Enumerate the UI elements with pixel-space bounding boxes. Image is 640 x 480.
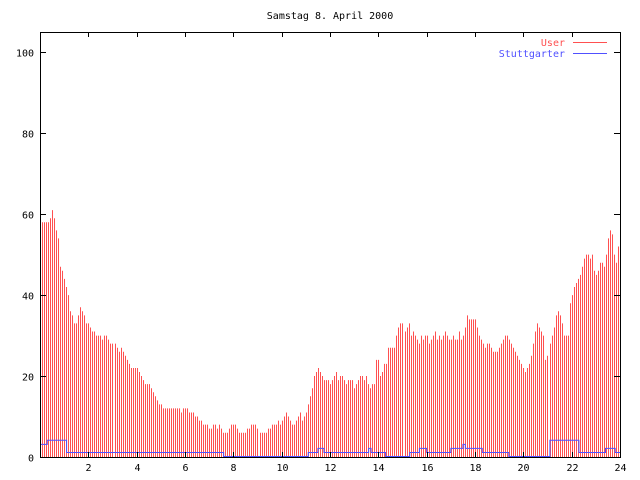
y-tick-label: 0 [28,454,34,465]
x-tick-label: 6 [182,463,188,474]
x-tick-label: 22 [566,463,578,474]
x-tick-label: 12 [324,463,336,474]
x-tick-label: 24 [614,463,626,474]
x-tick-label: 10 [276,463,288,474]
x-tick-label: 18 [469,463,481,474]
stuttgarter-series-line [40,439,620,457]
legend-label-user: User [541,38,565,49]
x-tick-label: 4 [134,463,140,474]
y-tick-label: 40 [22,292,34,303]
x-tick-label: 16 [421,463,433,474]
legend: User Stuttgarter [499,38,607,60]
x-tick-label: 2 [85,463,91,474]
user-series [40,210,621,457]
y-tick-label: 80 [22,130,34,141]
chart-title: Samstag 8. April 2000 [267,11,393,22]
x-tick-label: 14 [372,463,384,474]
y-tick-label: 100 [16,49,34,60]
x-tick-label: 8 [230,463,236,474]
y-tick-label: 60 [22,211,34,222]
x-tick-label: 20 [517,463,529,474]
y-tick-label: 20 [22,373,34,384]
legend-label-stuttgarter: Stuttgarter [499,49,565,60]
